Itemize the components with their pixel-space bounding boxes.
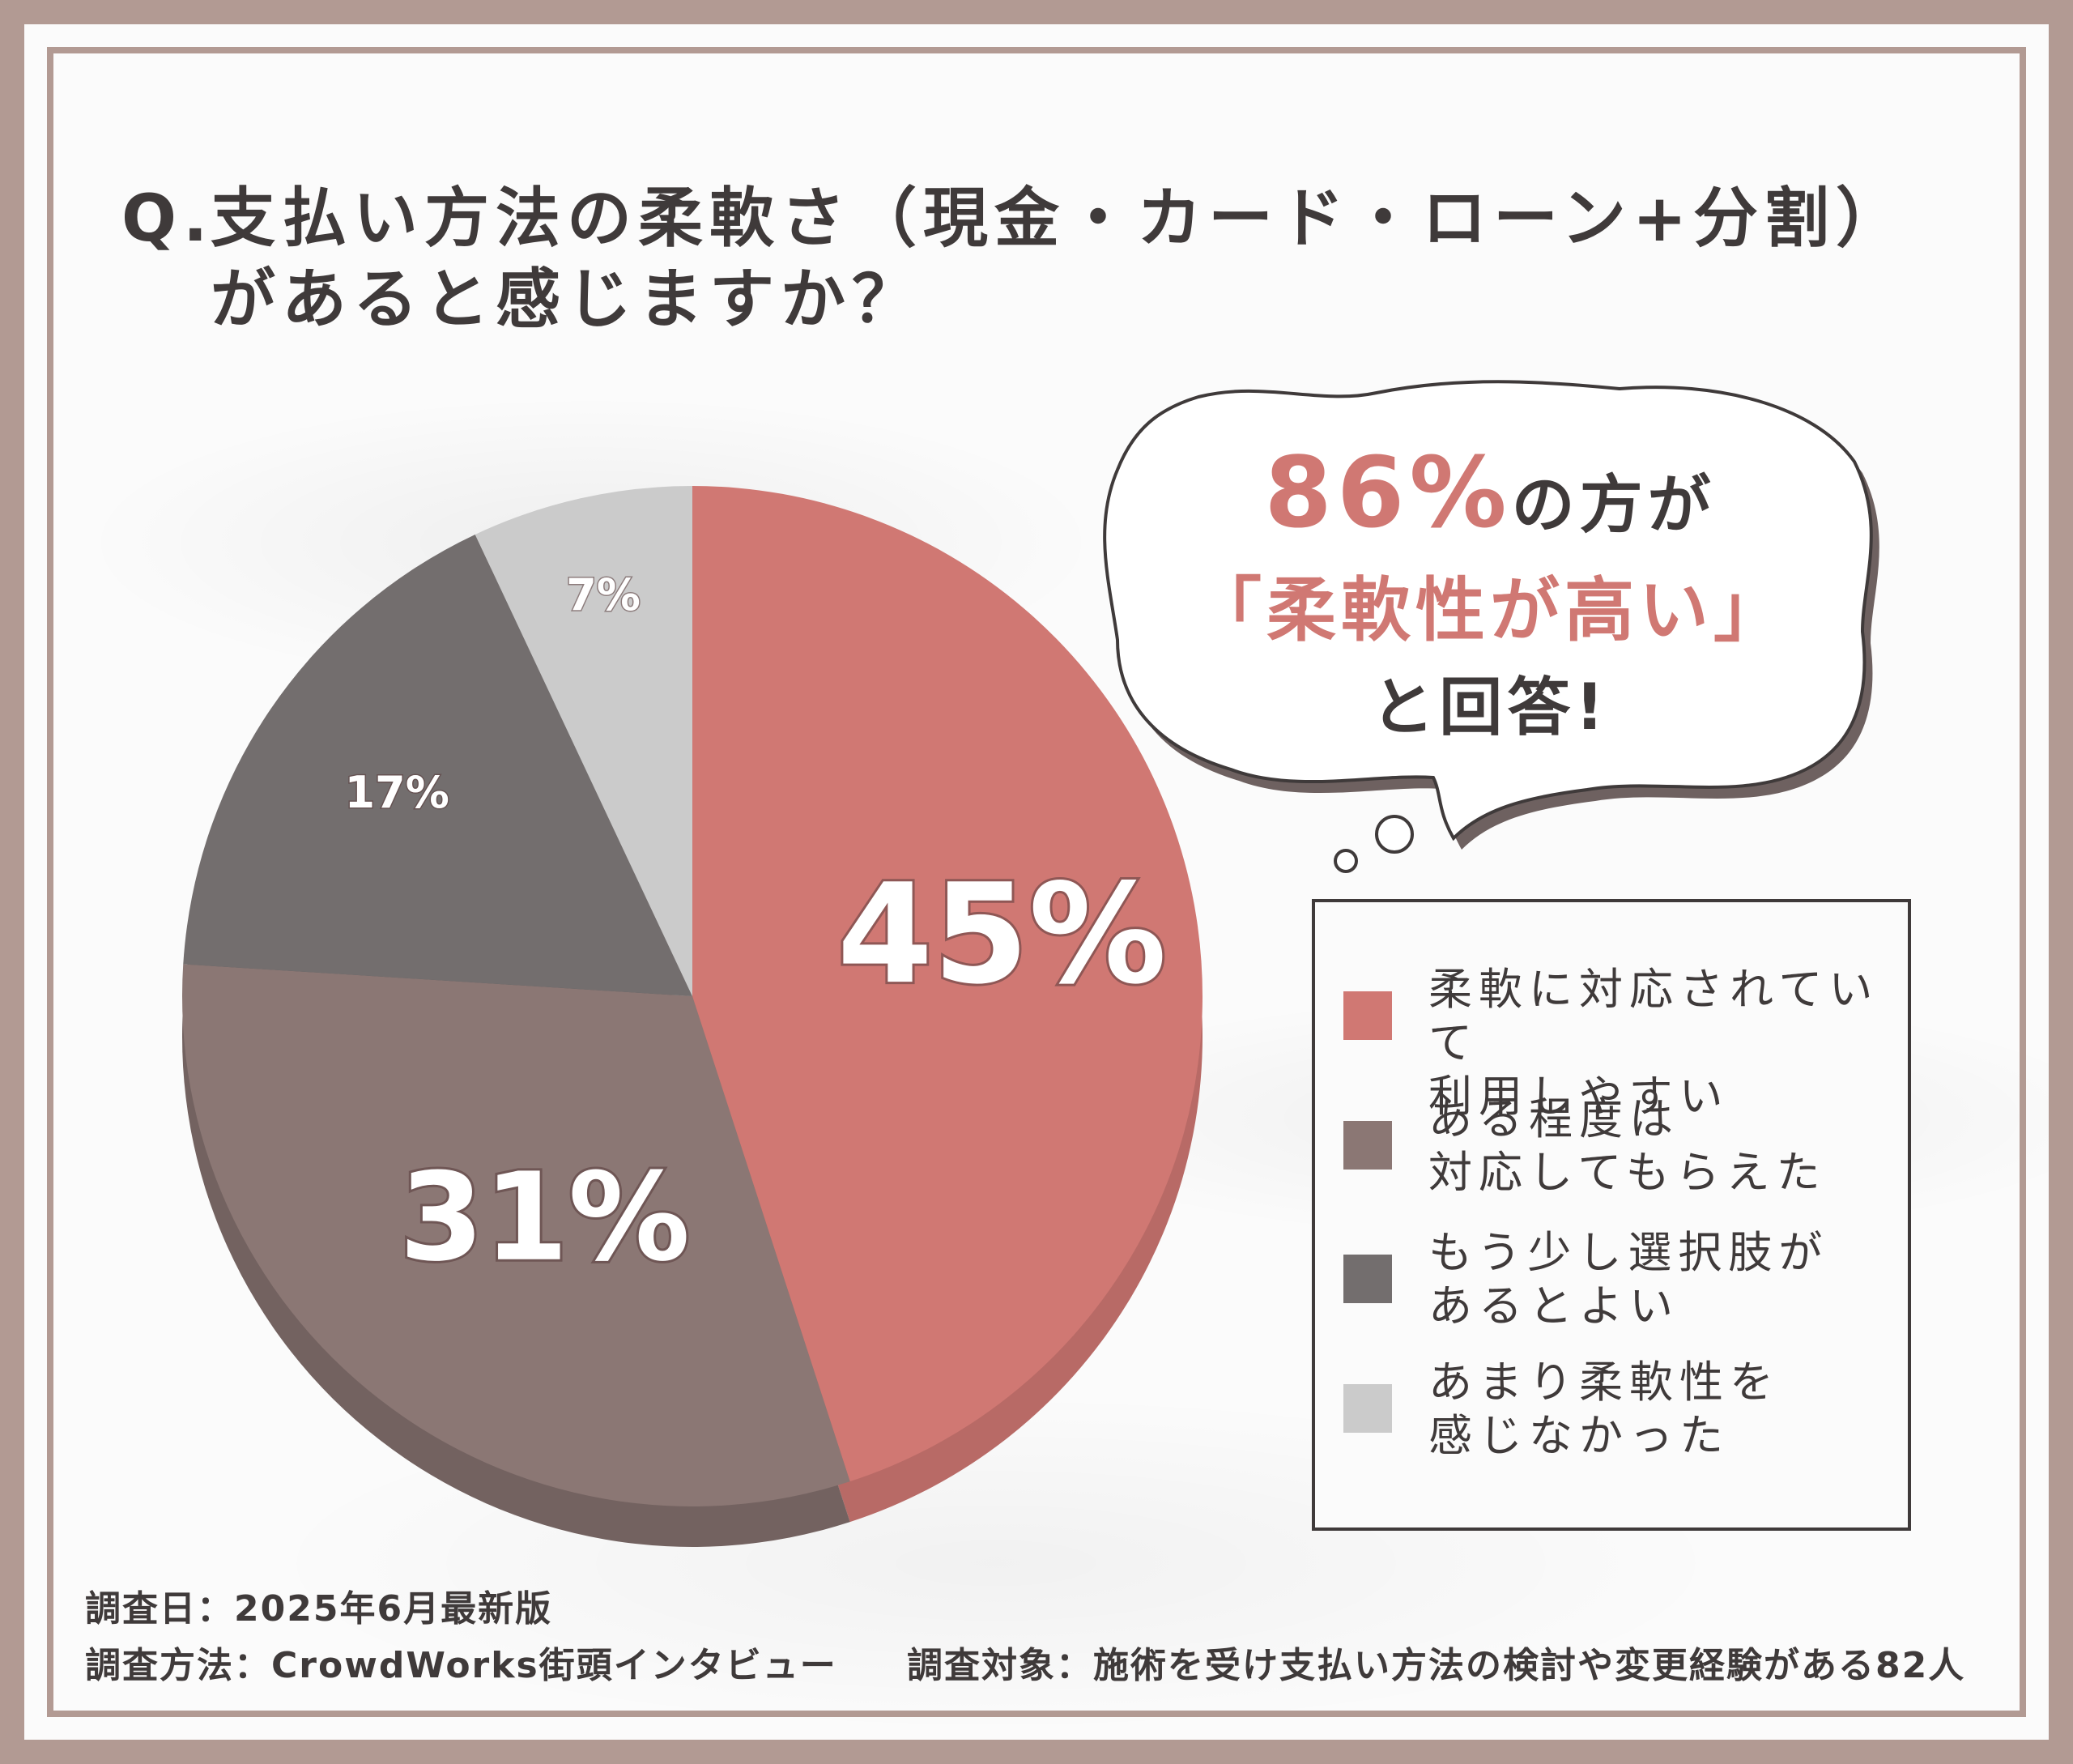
survey-target: 調査対象：施術を受け支払い方法の検討や変更経験がある82人 xyxy=(907,1645,1966,1686)
thought-dot-small xyxy=(1334,849,1358,873)
question-title: Q.支払い方法の柔軟さ（現金・カード・ローン+分割） があると感じますか？ xyxy=(121,178,1984,340)
speech-bubble xyxy=(1103,380,1879,873)
pie-slice xyxy=(692,486,1203,1482)
legend-item: あまり柔軟性を 感じなかった xyxy=(1343,1356,1894,1469)
legend-label-line-1: 柔軟に対応されていて xyxy=(1428,964,1879,1068)
legend-label-line-1: もう少し選択肢が xyxy=(1428,1227,1829,1278)
chart-legend: 柔軟に対応されていて 利用しやすい ある程度は 対応してもらえた もう少し選択肢… xyxy=(1312,899,1911,1531)
pie-label: 31% xyxy=(399,1148,690,1289)
legend-item: ある程度は 対応してもらえた xyxy=(1343,1093,1894,1206)
thought-dot-large xyxy=(1375,815,1414,854)
legend-label-line-2: 感じなかった xyxy=(1428,1410,1730,1461)
legend-label: もう少し選択肢が あるとよい xyxy=(1428,1226,1898,1333)
legend-label: ある程度は 対応してもらえた xyxy=(1428,1093,1898,1199)
bubble-line-2: 「柔軟性が高い」 xyxy=(1192,570,1788,651)
legend-label-line-1: ある程度は xyxy=(1428,1093,1679,1144)
pie-slice xyxy=(182,964,850,1506)
pie-label: 7% xyxy=(566,569,641,620)
legend-item: もう少し選択肢が あるとよい xyxy=(1343,1226,1894,1340)
legend-swatch xyxy=(1343,991,1392,1040)
legend-item: 柔軟に対応されていて 利用しやすい xyxy=(1343,963,1894,1122)
question-prefix: Q. xyxy=(121,181,215,256)
pie-slices xyxy=(182,486,1203,1506)
survey-date: 調査日：2025年6月最新版 xyxy=(85,1588,553,1630)
legend-label-line-2: 利用しやすい xyxy=(1428,1071,1730,1122)
legend-label: あまり柔軟性を 感じなかった xyxy=(1428,1356,1898,1463)
pie-slice xyxy=(183,534,692,996)
survey-method: 調査方法：CrowdWorks街頭インタビュー xyxy=(85,1645,837,1686)
inner-frame xyxy=(47,47,2026,1717)
speech-bubble-body xyxy=(1103,380,1873,842)
legend-label-line-2: 対応してもらえた xyxy=(1428,1147,1827,1198)
legend-label: 柔軟に対応されていて 利用しやすい xyxy=(1428,963,1898,1123)
legend-swatch xyxy=(1343,1384,1392,1433)
pie-slice xyxy=(475,486,692,996)
legend-label-line-1: あまり柔軟性を xyxy=(1428,1357,1780,1408)
pie-label: 45% xyxy=(837,854,1167,1015)
bubble-message: 86%の方が 「柔軟性が高い」 と回答! xyxy=(1085,437,1895,756)
question-line-2: があると感じますか？ xyxy=(211,262,923,337)
bubble-line-3: と回答! xyxy=(1371,671,1609,744)
pie-label: 17% xyxy=(345,767,449,818)
legend-label-line-2: あるとよい xyxy=(1428,1280,1679,1332)
question-line-1: 支払い方法の柔軟さ（現金・カード・ローン+分割） xyxy=(211,181,1908,256)
legend-swatch xyxy=(1343,1121,1392,1170)
bubble-percent: 86% xyxy=(1264,437,1512,550)
bubble-line-1-suffix: の方が xyxy=(1511,469,1716,542)
pie-labels: 45% 31% 17% 7% xyxy=(343,568,1169,1291)
legend-swatch xyxy=(1343,1255,1392,1303)
